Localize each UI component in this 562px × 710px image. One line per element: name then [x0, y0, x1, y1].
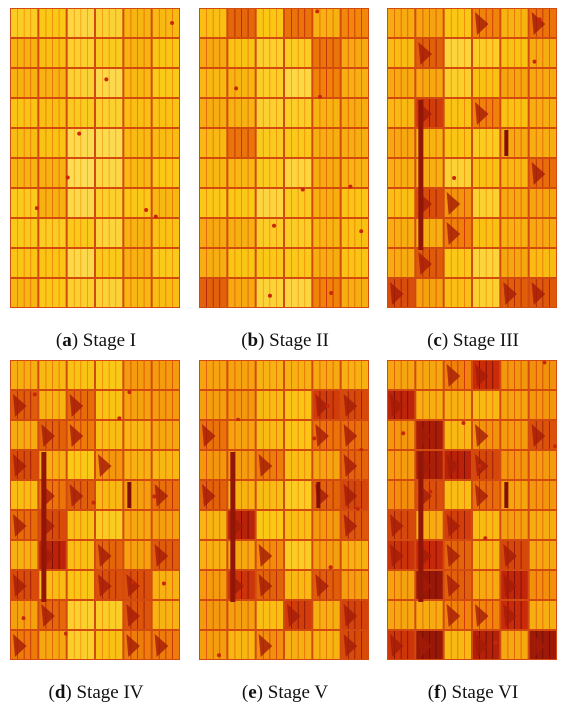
caption-letter: e: [248, 682, 256, 703]
dark-strip: [504, 482, 508, 508]
spot: [170, 21, 174, 25]
dark-strip: [230, 452, 235, 602]
spot: [104, 77, 108, 81]
caption-letter: a: [62, 330, 72, 351]
spot: [117, 416, 121, 420]
el-image: [199, 360, 369, 660]
spot: [66, 176, 70, 180]
spot: [428, 490, 432, 494]
spot: [312, 436, 316, 440]
panel: (a) Stage I: [10, 8, 182, 352]
panel: (e) Stage V: [199, 360, 371, 704]
dark-strip: [41, 452, 46, 602]
el-image: [387, 8, 557, 308]
caption: (b) Stage II: [199, 330, 371, 352]
spot: [326, 404, 330, 408]
panel: (b) Stage II: [199, 8, 371, 352]
dark-strip: [127, 482, 131, 508]
el-image: [10, 8, 180, 308]
caption: (a) Stage I: [10, 330, 182, 352]
caption: (e) Stage V: [199, 682, 371, 704]
caption-text: ) Stage I: [72, 330, 136, 351]
caption: (d) Stage IV: [10, 682, 182, 704]
spot: [217, 653, 221, 657]
dark-strip: [418, 100, 423, 250]
spot: [35, 206, 39, 210]
dark-strip: [418, 452, 423, 602]
spot: [272, 224, 276, 228]
spot: [483, 536, 487, 540]
caption: (f) Stage VI: [387, 682, 559, 704]
dark-strip: [316, 482, 320, 508]
spot: [64, 632, 68, 636]
spot: [301, 187, 305, 191]
spot: [162, 582, 166, 586]
spot: [154, 215, 158, 219]
el-image: [10, 360, 180, 660]
spot: [268, 294, 272, 298]
spot: [401, 431, 405, 435]
spot: [478, 464, 482, 468]
caption: (c) Stage III: [387, 330, 559, 352]
spot: [329, 291, 333, 295]
spot: [77, 132, 81, 136]
spot: [461, 421, 465, 425]
spot: [92, 501, 96, 505]
spot: [131, 580, 135, 584]
spot: [22, 616, 26, 620]
spot: [553, 444, 557, 448]
panel: (d) Stage IV: [10, 360, 182, 704]
spot: [144, 208, 148, 212]
caption-letter: c: [433, 330, 441, 351]
spot: [234, 86, 238, 90]
spot: [359, 229, 363, 233]
caption-text: ) Stage VI: [440, 682, 518, 703]
caption-text: ) Stage IV: [65, 682, 143, 703]
el-image: [387, 360, 557, 660]
caption-text: ) Stage III: [442, 330, 519, 351]
caption-text: ) Stage V: [257, 682, 328, 703]
panel: (f) Stage VI: [387, 360, 559, 704]
spot: [356, 507, 360, 511]
caption-letter: d: [55, 682, 66, 703]
caption-letter: b: [248, 330, 259, 351]
el-image: [199, 8, 369, 308]
spot: [348, 185, 352, 189]
spot: [542, 360, 546, 364]
spot: [33, 392, 37, 396]
spot: [318, 95, 322, 99]
panel: (c) Stage III: [387, 8, 559, 352]
spot: [538, 17, 542, 21]
figure: (a) Stage I (b) Stage II (c) Stage III (d) …: [0, 0, 562, 710]
spot: [127, 390, 131, 394]
dark-strip: [504, 130, 508, 156]
spot: [329, 565, 333, 569]
caption-text: ) Stage II: [258, 330, 329, 351]
spot: [152, 494, 156, 498]
spot: [494, 641, 498, 645]
spot: [315, 9, 319, 13]
spot: [452, 176, 456, 180]
spot: [533, 60, 537, 64]
